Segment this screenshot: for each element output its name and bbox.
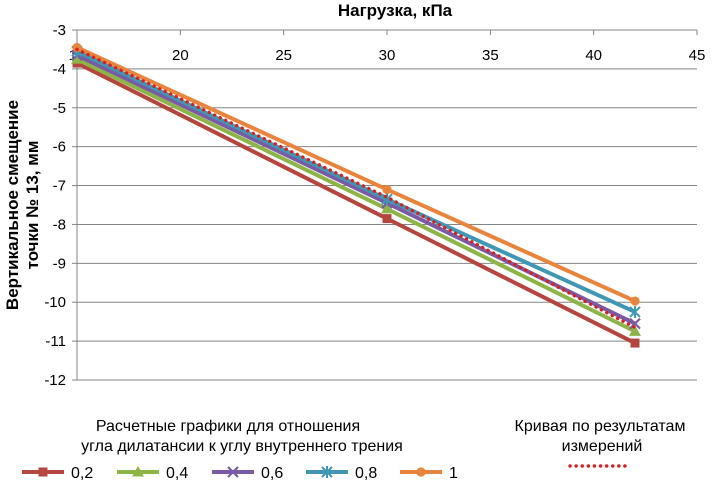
series-0-point-2: [630, 338, 640, 348]
legend-marker-2: [227, 466, 239, 478]
y-tick-label-8: -11: [45, 333, 66, 350]
y-axis-title-line2: точки № 13, мм: [23, 141, 42, 270]
legend-label-4: 1: [449, 465, 458, 482]
series-2: [71, 49, 641, 330]
series-3-point-1: [381, 193, 393, 206]
series-4: [72, 42, 640, 306]
series-1-point-1: [381, 202, 393, 214]
series-group: [71, 42, 641, 348]
series-1: [71, 53, 641, 336]
series-5: [75, 47, 637, 330]
series-4-point-2: [630, 296, 640, 306]
series-4-point-1: [382, 184, 392, 195]
legend-group-title-line2: угла дилатансии к углу внутреннего трени…: [81, 438, 403, 455]
y-tick-labels: -3 -4 -5 -6 -7 -8 -9 -10 -11 -12: [44, 22, 66, 389]
series-5-line: [75, 47, 637, 330]
legend-marker-3: [321, 466, 333, 478]
legend-marker-0: [38, 467, 48, 477]
y-tick-label-0: -3: [53, 22, 66, 39]
series-1-line: [76, 57, 636, 334]
y-tick-label-1: -4: [53, 61, 66, 78]
x-tick-label-1: 20: [172, 47, 189, 64]
y-tick-label-2: -5: [53, 100, 66, 117]
x-tick-label-6: 45: [689, 47, 706, 64]
series-1-point-2: [629, 325, 641, 336]
y-tick-label-7: -10: [44, 294, 66, 311]
x-tick-label-3: 30: [379, 47, 396, 64]
x-tick-label-5: 40: [585, 47, 602, 64]
y-tick-label-6: -9: [53, 255, 66, 272]
y-axis-title-line1: Вертикальное смещение: [3, 100, 22, 310]
series-0: [72, 58, 640, 348]
legend-marker-4: [416, 467, 426, 477]
legend-label-3: 0,8: [355, 465, 377, 482]
legend: 0,2 0,4 0,6 0,8 1: [22, 464, 630, 482]
legend-measured-title-line2: измерений: [562, 438, 643, 455]
x-tick-labels: 15202530354045: [69, 47, 706, 64]
series-4-point-0: [72, 42, 82, 53]
legend-label-0: 0,2: [71, 465, 93, 482]
series-0-point-1: [382, 214, 392, 224]
x-tick-label-2: 25: [275, 47, 292, 64]
legend-label-1: 0,4: [166, 465, 188, 482]
y-tick-label-3: -6: [53, 139, 66, 156]
series-3-point-2: [629, 305, 641, 318]
series-2-point-2: [629, 317, 641, 330]
series-3-line: [76, 49, 636, 314]
series-2-line: [76, 53, 636, 326]
x-tick-label-4: 35: [482, 47, 499, 64]
series-0-line: [76, 61, 636, 345]
axes: [72, 29, 698, 381]
legend-group-title-line1: Расчетные графики для отношения: [96, 418, 360, 435]
y-tick-label-9: -12: [44, 372, 66, 389]
y-tick-label-5: -8: [53, 216, 66, 233]
legend-measured-title-line1: Кривая по результатам: [515, 418, 686, 435]
y-tick-label-4: -7: [53, 178, 66, 195]
legend-marker-1: [132, 466, 144, 477]
legend-label-2: 0,6: [261, 465, 283, 482]
series-1-point-0: [71, 53, 83, 64]
x-axis-title: Нагрузка, кПа: [338, 1, 453, 20]
y-axis-title: Вертикальное смещение точки № 13, мм: [3, 100, 42, 310]
